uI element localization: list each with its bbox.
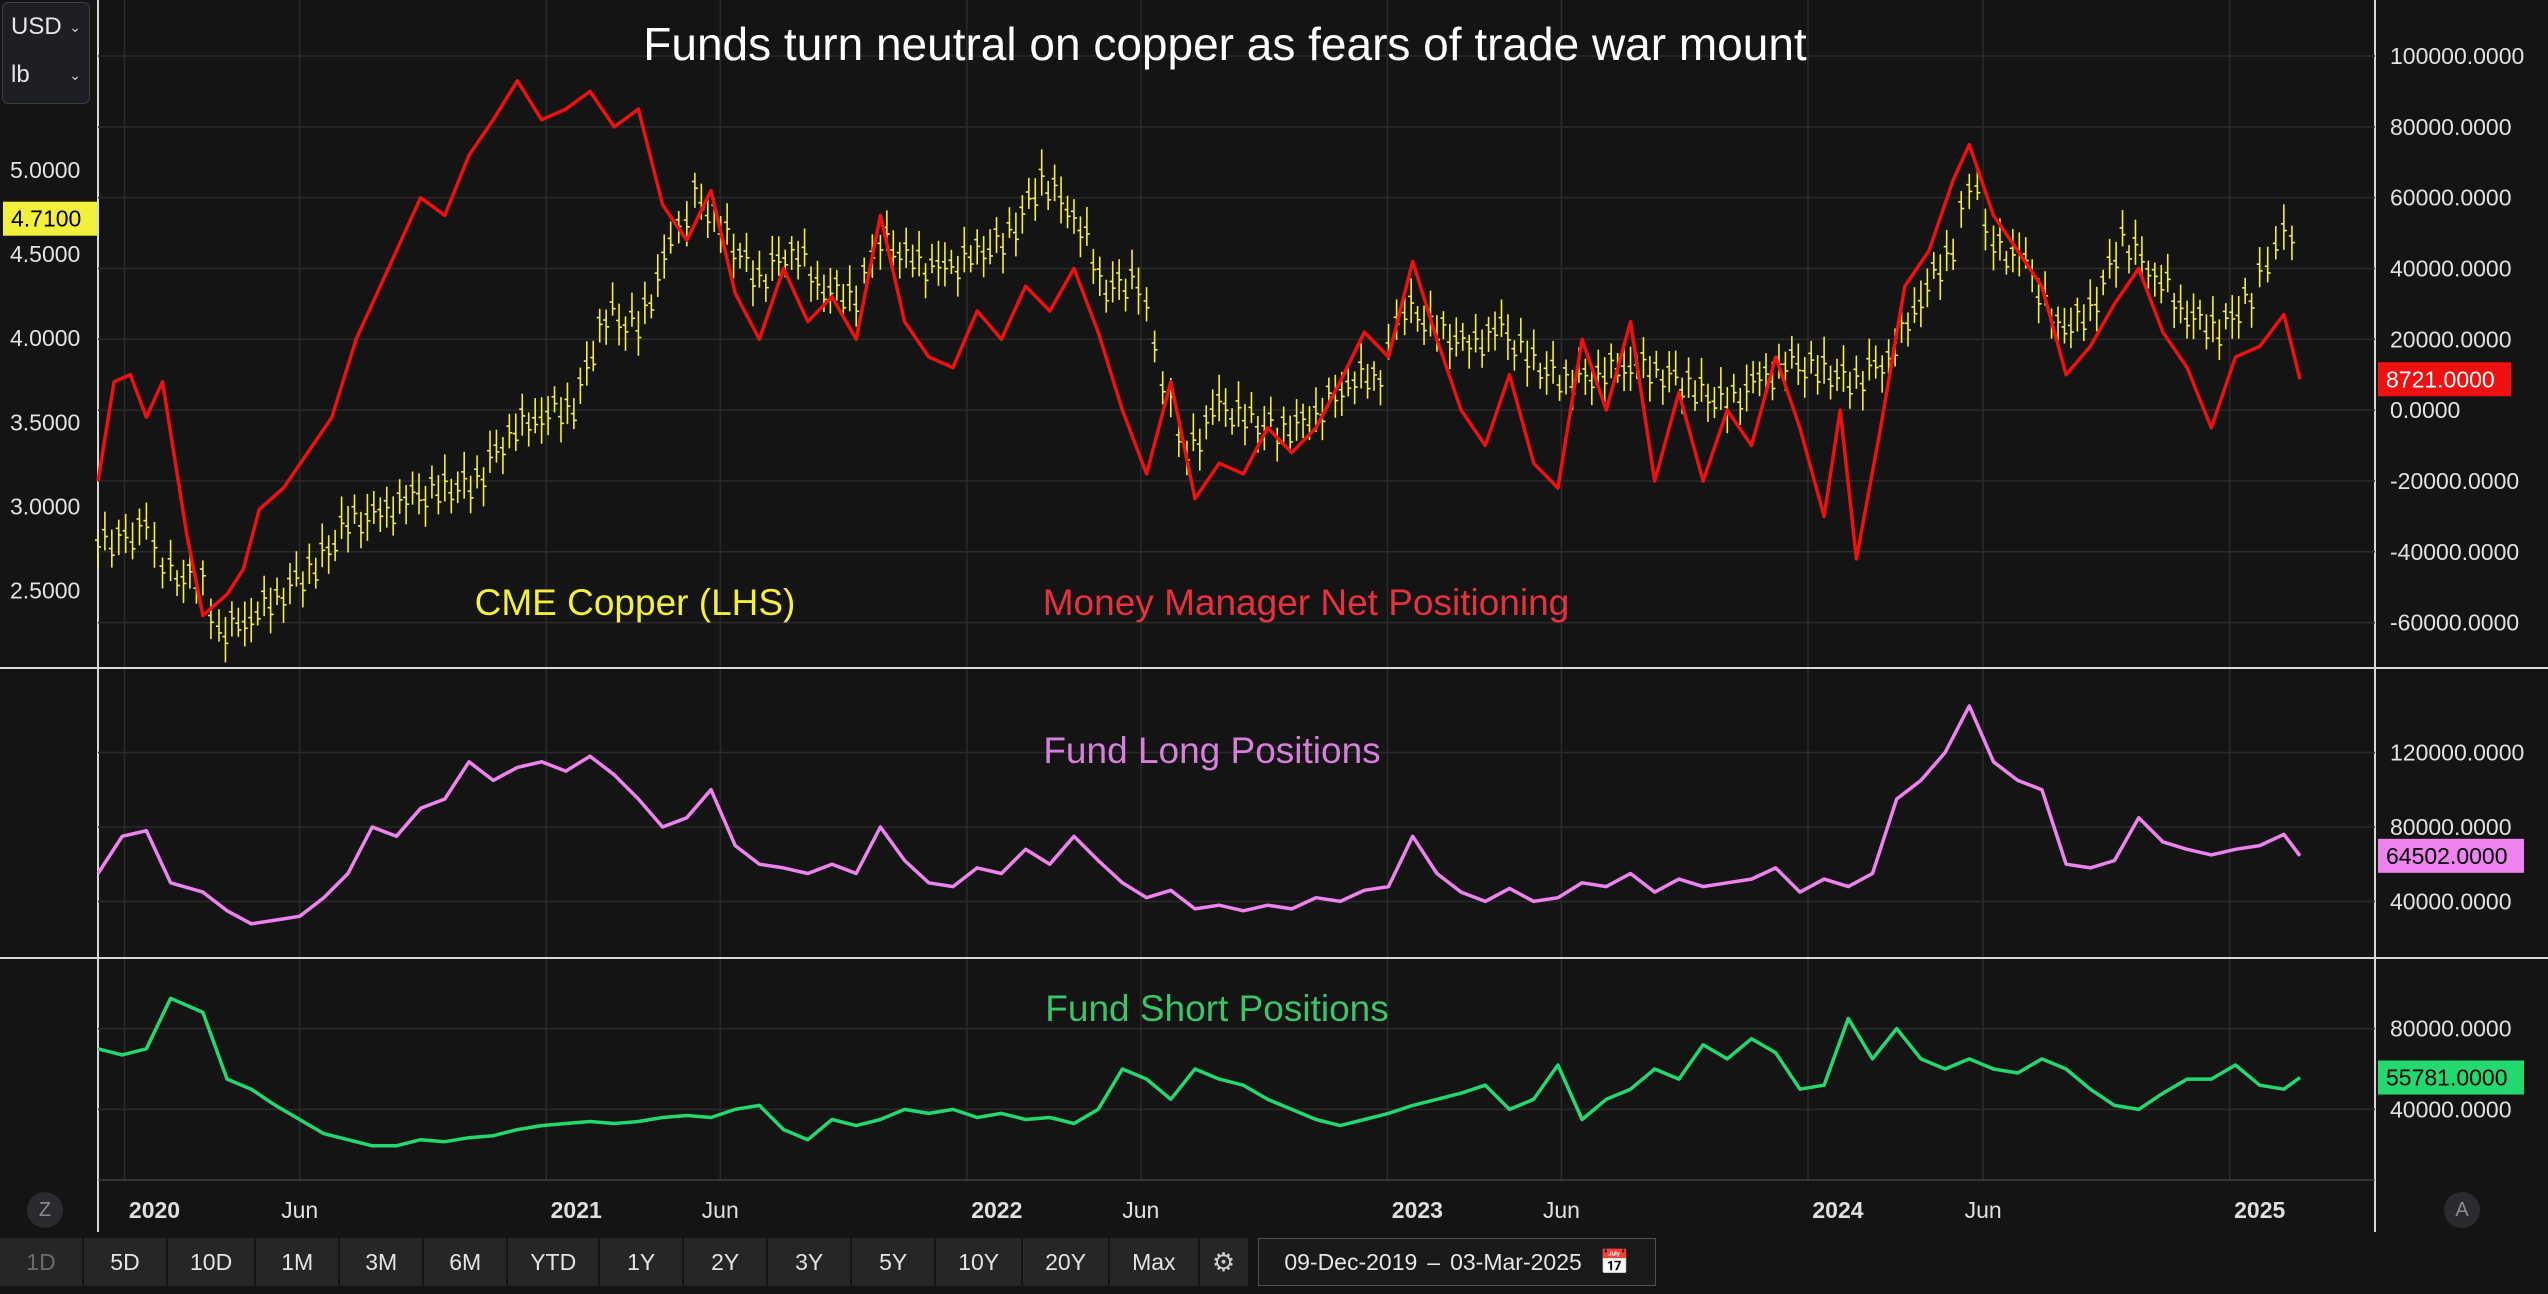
x-tick-label: 2023 (1392, 1197, 1443, 1223)
series-money-manager-net-positioning (96, 79, 2302, 618)
left-axis-tick-label: 5.0000 (10, 157, 80, 183)
last-value-tag-fund-short-positions-text: 55781.0000 (2386, 1065, 2508, 1091)
unit-selector[interactable]: USD ⌄ lb ⌄ (2, 2, 90, 104)
last-value-tag-fund-long-positions-bg (2378, 838, 2524, 873)
range-20y-button[interactable]: 20Y (1023, 1238, 1111, 1286)
last-value-tag-money-manager-net-positioning-text: 8721.0000 (2386, 366, 2495, 392)
x-axis-labels: 2020 Jun 2021 Jun 2022 Jun 2023 Jun 2024 Jun 2025 (129, 1197, 2286, 1223)
left-axis-tick-label: 3.5000 (10, 409, 80, 435)
right-axis-tick-label: 20000.0000 (2390, 326, 2512, 352)
copper-last-value-tag-bg (3, 201, 97, 236)
range-10d-button[interactable]: 10D (168, 1238, 257, 1286)
currency-dropdown[interactable]: USD ⌄ (3, 3, 89, 51)
unit-dropdown[interactable]: lb ⌄ (3, 51, 89, 99)
panel-long: 40000.0000 80000.0000 120000.0000 Fund Long… (96, 704, 2524, 926)
range-2y-button[interactable]: 2Y (684, 1238, 769, 1286)
corner-left-label: Z (38, 1198, 52, 1221)
left-axis-tick-label: 4.0000 (10, 325, 80, 351)
right-axis-tick-label: 40000.0000 (2390, 1096, 2512, 1122)
panel-price: -60000.0000 -40000.0000 -20000.0000 0.0000 2… (10, 43, 2524, 663)
x-tick-label: Jun (702, 1197, 739, 1223)
last-value-tag-fund-short-positions-bg (2378, 1060, 2524, 1095)
zoom-reset-button[interactable]: Z (27, 1192, 63, 1228)
copper-last-value-tag: 4.7100 (3, 201, 97, 236)
range-3y-button[interactable]: 3Y (768, 1238, 853, 1286)
right-axis-tick-label: 80000.0000 (2390, 814, 2512, 840)
corner-right-label: A (2455, 1198, 2469, 1221)
right-axis-tick-label: -20000.0000 (2390, 468, 2519, 494)
range-1m-button[interactable]: 1M (256, 1238, 341, 1286)
x-tick-label: 2021 (551, 1197, 602, 1223)
left-axis-tick-label: 3.0000 (10, 494, 80, 520)
range-max-button[interactable]: Max (1110, 1238, 1200, 1286)
range-6m-button[interactable]: 6M (424, 1238, 509, 1286)
x-tick-label: 2024 (1812, 1197, 1863, 1223)
right-axis-tick-label: -60000.0000 (2390, 610, 2519, 636)
chevron-down-icon: ⌄ (69, 18, 81, 35)
right-axis-tick-label: 80000.0000 (2390, 114, 2512, 140)
series-label: Money Manager Net Positioning (1043, 582, 1570, 623)
chevron-down-icon: ⌄ (69, 66, 81, 83)
range-ytd-button[interactable]: YTD (508, 1238, 601, 1286)
range-5d-button[interactable]: 5D (84, 1238, 168, 1286)
last-value-tag-money-manager-net-positioning: 8721.0000 (2378, 362, 2511, 397)
date-range-separator: – (1427, 1248, 1441, 1275)
last-value-tag-fund-long-positions: 64502.0000 (2378, 838, 2524, 873)
x-tick-label: 2025 (2234, 1197, 2285, 1223)
date-range-end: 03-Mar-2025 (1450, 1248, 1582, 1275)
series-label: Fund Long Positions (1043, 730, 1380, 771)
unit-value: lb (11, 61, 30, 88)
series-fund-long-positions (96, 704, 2302, 926)
x-tick-label: Jun (1543, 1197, 1580, 1223)
last-value-tag-fund-long-positions-text: 64502.0000 (2386, 843, 2508, 869)
right-axis-tick-label: -40000.0000 (2390, 539, 2519, 565)
right-axis-tick-label: 120000.0000 (2390, 739, 2524, 765)
x-tick-label: Jun (1122, 1197, 1159, 1223)
x-tick-label: Jun (281, 1197, 318, 1223)
range-1y-button[interactable]: 1Y (600, 1238, 685, 1286)
currency-value: USD (11, 13, 62, 40)
range-10y-button[interactable]: 10Y (936, 1238, 1024, 1286)
range-1d-button[interactable]: 1D (0, 1238, 84, 1286)
right-axis-tick-label: 100000.0000 (2390, 43, 2524, 69)
range-5y-button[interactable]: 5Y (852, 1238, 937, 1286)
last-value-tag-fund-short-positions: 55781.0000 (2378, 1060, 2524, 1095)
chart-title: Funds turn neutral on copper as fears of… (643, 18, 1807, 70)
series-label: CME Copper (LHS) (475, 582, 796, 623)
last-value-tag-money-manager-net-positioning-bg (2378, 362, 2511, 397)
right-axis-tick-label: 60000.0000 (2390, 185, 2512, 211)
right-axis-tick-label: 40000.0000 (2390, 255, 2512, 281)
right-axis-tick-label: 80000.0000 (2390, 1016, 2512, 1042)
date-range-start: 09-Dec-2019 (1284, 1248, 1418, 1275)
gridlines (123, 0, 2231, 1180)
auto-scale-button[interactable]: A (2444, 1192, 2480, 1228)
series-fund-short-positions (97, 996, 2302, 1148)
x-tick-label: Jun (1965, 1197, 2002, 1223)
left-axis-tick-label: 2.5000 (10, 578, 80, 604)
date-range-picker[interactable]: 09-Dec-2019 – 03-Mar-2025 📅 (1258, 1238, 1656, 1286)
right-axis-tick-label: 40000.0000 (2390, 888, 2512, 914)
series-copper-bars (95, 149, 2295, 663)
range-toolbar: 1D 5D 10D 1M 3M 6M YTD 1Y 2Y 3Y 5Y 10Y 2… (0, 1238, 1248, 1286)
x-tick-label: 2022 (971, 1197, 1022, 1223)
panel-short: 40000.0000 80000.0000 Fund Short Positions (97, 988, 2512, 1148)
gear-icon[interactable]: ⚙ (1199, 1238, 1248, 1286)
calendar-icon: 📅 (1599, 1248, 1630, 1276)
right-axis-tick-label: 0.0000 (2390, 397, 2460, 423)
copper-last-value-tag-text: 4.7100 (11, 206, 81, 232)
left-axis-tick-label: 4.5000 (10, 241, 80, 267)
series-label: Fund Short Positions (1045, 988, 1388, 1029)
range-3m-button[interactable]: 3M (340, 1238, 425, 1286)
x-tick-label: 2020 (129, 1197, 180, 1223)
